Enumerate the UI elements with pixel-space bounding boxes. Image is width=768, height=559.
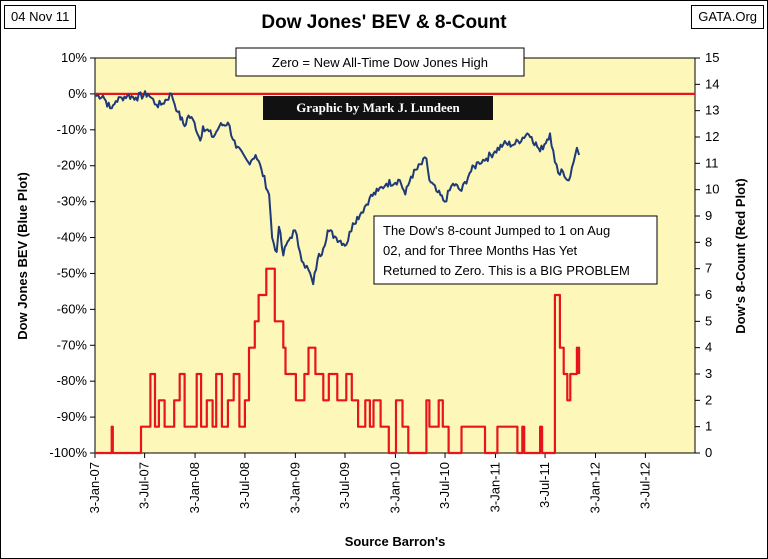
right-tick-label: 1 (705, 419, 712, 434)
x-tick-label: 3-Jul-10 (437, 462, 452, 509)
left-tick-label: -100% (49, 445, 87, 460)
x-tick-label: 3-Jan-08 (187, 462, 202, 513)
left-tick-label: -10% (57, 122, 88, 137)
right-tick-label: 2 (705, 392, 712, 407)
left-tick-label: -30% (57, 194, 88, 209)
source-label: GATA.Org (691, 5, 764, 29)
x-tick-label: 3-Jan-11 (487, 462, 502, 512)
x-axis-ticks: 3-Jan-07 3-Jul-07 3-Jan-08 3-Jul-08 3-Jan-09… (87, 453, 652, 513)
left-tick-label: -60% (57, 301, 88, 316)
note-box (373, 215, 658, 285)
x-tick-label: 3-Jul-07 (137, 462, 152, 509)
right-tick-label: 9 (705, 208, 712, 223)
right-tick-label: 14 (705, 76, 719, 91)
left-axis-ticks: 10% 0% -10% -20% -30% -40% -50% -60% -70% -80% -90… (49, 50, 95, 460)
right-tick-label: 0 (705, 445, 712, 460)
left-tick-label: 0% (68, 86, 87, 101)
note-line-1: The Dow's 8-count Jumped to 1 on Aug (383, 223, 610, 238)
zero-annotation-text: Zero = New All-Time Dow Jones High (272, 55, 488, 70)
x-axis-title: Source Barron's (345, 534, 446, 549)
right-tick-label: 5 (705, 313, 712, 328)
left-tick-label: -70% (57, 337, 88, 352)
left-tick-label: -40% (57, 230, 88, 245)
right-tick-label: 7 (705, 261, 712, 276)
right-tick-label: 15 (705, 50, 719, 65)
left-tick-label: -90% (57, 409, 88, 424)
left-tick-label: 10% (61, 50, 87, 65)
bev-series-line (94, 90, 581, 286)
right-tick-label: 10 (705, 182, 719, 197)
credit-text: Graphic by Mark J. Lundeen (296, 100, 460, 115)
x-tick-label: 3-Jan-10 (387, 462, 402, 513)
right-tick-label: 8 (705, 234, 712, 249)
x-tick-label: 3-Jul-08 (237, 462, 252, 509)
right-tick-label: 4 (705, 340, 712, 355)
left-axis-title: Dow Jones BEV (Blue Plot) (15, 172, 30, 340)
x-tick-label: 3-Jul-11 (537, 462, 552, 508)
chart-title: Dow Jones' BEV & 8-Count (261, 12, 507, 33)
x-tick-label: 3-Jan-12 (588, 462, 603, 513)
left-tick-label: -50% (57, 265, 88, 280)
note-line-3: Returned to Zero. This is a BIG PROBLEM (383, 263, 630, 278)
right-tick-label: 13 (705, 103, 719, 118)
left-tick-label: -20% (57, 158, 88, 173)
date-label: 04 Nov 11 (4, 5, 77, 29)
right-tick-label: 12 (705, 129, 719, 144)
right-tick-label: 6 (705, 287, 712, 302)
x-tick-label: 3-Jul-09 (337, 462, 352, 509)
zero-annotation-box (235, 47, 525, 77)
x-tick-label: 3-Jan-09 (287, 462, 302, 513)
left-tick-label: -80% (57, 373, 88, 388)
x-tick-label: 3-Jan-07 (87, 462, 102, 513)
x-tick-label: 3-Jul-12 (637, 462, 652, 509)
right-axis-title: Dow's 8-Count (Red Plot) (733, 178, 748, 333)
right-tick-label: 3 (705, 366, 712, 381)
credit-box (263, 96, 493, 120)
note-line-2: 02, and for Three Months Has Yet (383, 243, 578, 258)
count-series-line (95, 267, 581, 455)
right-tick-label: 11 (705, 155, 719, 170)
